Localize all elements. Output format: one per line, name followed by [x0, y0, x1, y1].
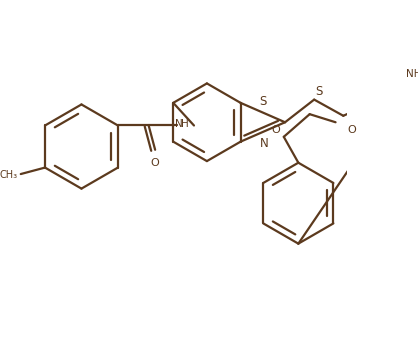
Text: O: O	[151, 158, 160, 168]
Text: N: N	[260, 137, 269, 150]
Text: H: H	[181, 119, 189, 129]
Text: S: S	[315, 85, 323, 98]
Text: N: N	[176, 119, 183, 129]
Text: O: O	[347, 125, 356, 135]
Text: NH: NH	[406, 69, 418, 79]
Text: S: S	[259, 95, 267, 108]
Text: CH₃: CH₃	[0, 170, 18, 180]
Text: O: O	[271, 125, 280, 135]
